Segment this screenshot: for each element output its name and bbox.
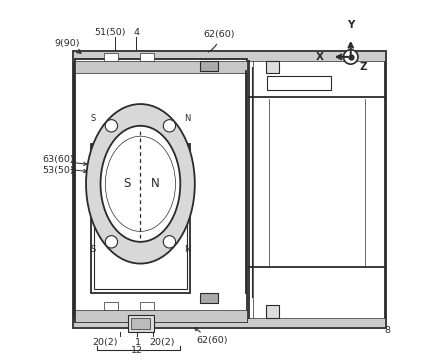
Text: 53(50): 53(50): [43, 166, 74, 175]
Ellipse shape: [100, 126, 180, 242]
Bar: [73, 51, 385, 60]
Circle shape: [163, 120, 175, 132]
Bar: [128, 316, 154, 332]
Bar: [267, 76, 331, 90]
Bar: [91, 144, 190, 293]
Text: 20(2): 20(2): [150, 338, 175, 347]
Bar: [104, 302, 118, 310]
Text: 51(50): 51(50): [95, 28, 126, 37]
Text: 8: 8: [385, 326, 391, 335]
Text: S: S: [91, 114, 96, 123]
Circle shape: [163, 236, 175, 248]
Text: 12: 12: [131, 346, 143, 355]
Bar: [200, 61, 218, 71]
Bar: [140, 302, 154, 310]
Text: Y: Y: [347, 20, 354, 30]
Text: 62(60): 62(60): [194, 328, 228, 345]
Bar: [73, 51, 385, 327]
Bar: [131, 318, 150, 329]
Circle shape: [105, 120, 118, 132]
Text: N: N: [184, 114, 190, 123]
Bar: [200, 293, 218, 304]
Text: 9(90): 9(90): [55, 39, 81, 53]
Bar: [140, 52, 154, 60]
Bar: [75, 60, 247, 73]
Bar: [73, 318, 385, 327]
Text: N: N: [151, 177, 159, 190]
Text: Z: Z: [360, 62, 368, 72]
Ellipse shape: [86, 104, 195, 264]
Text: 1: 1: [135, 338, 141, 347]
Bar: [104, 52, 118, 60]
Text: 20(2): 20(2): [92, 338, 118, 347]
Text: S: S: [91, 245, 96, 254]
Bar: [266, 305, 279, 318]
Bar: [75, 310, 247, 322]
Bar: [75, 59, 247, 322]
Bar: [95, 147, 187, 289]
Text: 4: 4: [133, 28, 139, 37]
Text: X: X: [316, 52, 324, 62]
Ellipse shape: [105, 136, 175, 232]
Circle shape: [105, 236, 118, 248]
Text: 63(60): 63(60): [43, 155, 74, 164]
Text: S: S: [123, 177, 131, 190]
Bar: [266, 60, 279, 73]
Circle shape: [344, 50, 358, 64]
Text: 62(60): 62(60): [204, 30, 235, 52]
Text: N: N: [184, 245, 190, 254]
